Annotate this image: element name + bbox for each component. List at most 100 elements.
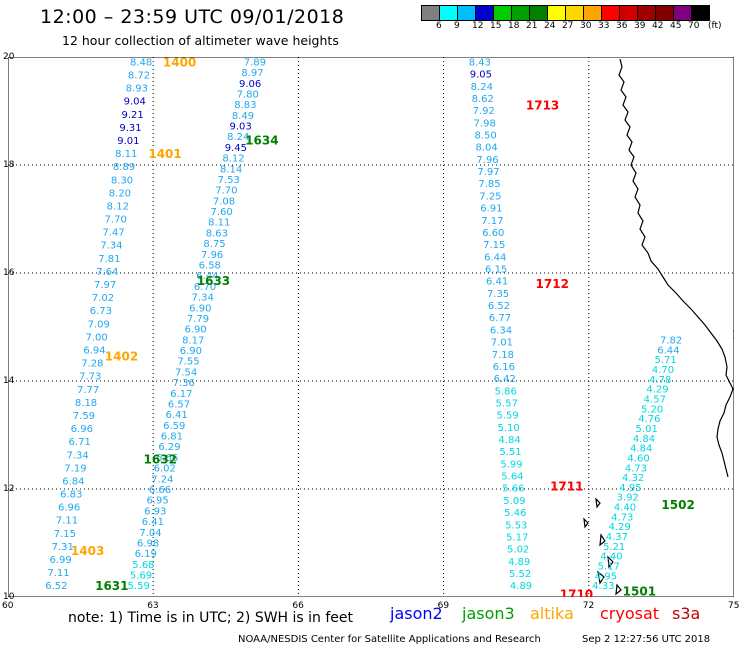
wave-height-value: 6.44 (484, 252, 506, 263)
legend-swatch (493, 5, 512, 21)
wave-height-value: 7.17 (481, 216, 503, 227)
wave-height-value: 7.04 (139, 528, 161, 539)
legend-swatch (529, 5, 548, 21)
wave-height-value: 8.11 (208, 218, 230, 229)
map-canvas: 8.48 8.72 8.93 9.04 9.21 9.31 9.01 8.11 8.89 8.30… (8, 57, 734, 597)
wave-height-value: 7.28 (81, 359, 103, 370)
wave-height-value: 7.15 (483, 240, 505, 251)
legend-label: 18 (508, 21, 520, 31)
y-tick-label: 16 (3, 268, 15, 278)
y-tick-label: 20 (3, 52, 15, 62)
wave-height-value: 8.50 (475, 130, 497, 141)
wave-height-value: 3.92 (617, 493, 639, 504)
wave-height-value: 9.03 (229, 122, 251, 133)
wave-height-map: 8.48 8.72 8.93 9.04 9.21 9.31 9.01 8.11 8.89 8.30… (8, 57, 734, 597)
wave-height-value: 8.89 (113, 162, 135, 173)
wave-height-value: 7.01 (491, 338, 513, 349)
wave-height-value: 9.45 (225, 143, 247, 154)
wave-height-value: 5.57 (496, 398, 518, 409)
satellite-name-altika: altika (530, 604, 574, 623)
wave-height-value: 4.84 (633, 434, 655, 445)
wave-height-value: 6.96 (71, 424, 93, 435)
color-legend (421, 5, 710, 21)
wave-height-value: 7.00 (85, 332, 107, 343)
wave-height-value: 6.83 (60, 490, 82, 501)
pass-time-label: 1632 (144, 452, 177, 466)
pass-time-label: 1631 (95, 579, 128, 593)
wave-height-value: 4.95 (595, 571, 617, 582)
wave-height-value: 8.83 (234, 100, 256, 111)
wave-height-value: 4.84 (498, 435, 520, 446)
wave-height-value: 4.89 (510, 581, 532, 592)
legend-label: 21 (526, 21, 538, 31)
credit-text: NOAA/NESDIS Center for Satellite Applica… (238, 634, 541, 645)
wave-height-value: 6.57 (168, 399, 190, 410)
wave-height-value: 7.47 (102, 228, 124, 239)
wave-height-value: 7.15 (54, 529, 76, 540)
wave-height-value: 4.73 (611, 512, 633, 523)
wave-height-value: 7.59 (73, 411, 95, 422)
wave-height-value: 7.35 (487, 289, 509, 300)
legend-label: 33 (598, 21, 610, 31)
pass-time-label: 1 (732, 328, 734, 342)
wave-height-value: 4.73 (625, 463, 647, 474)
pass-time-label: 1711 (550, 479, 583, 493)
note-text: note: 1) Time is in UTC; 2) SWH is in fe… (68, 610, 354, 626)
satellite-name-jason3: jason3 (462, 604, 515, 623)
pass-time-label: 1713 (526, 99, 559, 113)
wave-height-value: 7.31 (52, 542, 74, 553)
wave-height-value: 6.81 (161, 432, 183, 443)
pass-time-label: 1633 (197, 274, 230, 288)
y-tick-label: 10 (3, 592, 15, 602)
wave-height-value: 4.40 (600, 552, 622, 563)
wave-height-value: 6.19 (135, 549, 157, 560)
wave-height-value: 8.97 (241, 68, 263, 79)
wave-height-value: 7.92 (473, 106, 495, 117)
wave-height-value: 8.11 (115, 149, 137, 160)
wave-height-value: 9.05 (470, 70, 492, 81)
wave-height-value: 5.52 (509, 569, 531, 580)
legend-label: 30 (580, 21, 592, 31)
wave-height-value: 7.96 (476, 155, 498, 166)
wave-height-value: 4.95 (619, 483, 641, 494)
wave-height-value: 6.60 (482, 228, 504, 239)
wave-height-value: 7.79 (187, 314, 209, 325)
wave-height-value: 7.96 (201, 250, 223, 261)
wave-height-value: 6.17 (170, 389, 192, 400)
wave-height-value: 5.21 (603, 542, 625, 553)
wave-height-value: 7.08 (213, 196, 235, 207)
map-title: 12:00 – 23:59 UTC 09/01/2018 (40, 6, 345, 28)
x-tick-label: 69 (437, 601, 450, 611)
wave-height-value: 4.84 (630, 444, 652, 455)
satellite-name-jason2: jason2 (390, 604, 443, 623)
legend-unit: (ft) (708, 21, 722, 31)
wave-height-value: 6.66 (149, 485, 171, 496)
legend-label: 70 (688, 21, 700, 31)
wave-height-value: 7.97 (477, 167, 499, 178)
wave-height-value: 8.12 (107, 201, 129, 212)
legend-swatch (691, 5, 710, 21)
wave-height-value: 8.62 (472, 94, 494, 105)
x-tick-label: 72 (582, 601, 595, 611)
wave-height-value: 8.24 (471, 82, 493, 93)
wave-height-value: 6.66 (156, 453, 178, 464)
pass-time-label: 1400 (163, 57, 196, 69)
wave-height-value: 4.70 (652, 365, 674, 376)
legend-swatch (421, 5, 440, 21)
wave-height-value: 7.60 (211, 207, 233, 218)
wave-height-value: 9.01 (117, 136, 139, 147)
wave-height-value: 5.10 (497, 423, 519, 434)
wave-height-value: 6.96 (58, 503, 80, 514)
wave-height-value: 7.19 (64, 463, 86, 474)
wave-height-value: 7.64 (96, 267, 118, 278)
legend-label: 42 (652, 21, 664, 31)
wave-height-value: 8.48 (130, 57, 152, 68)
legend-swatch (583, 5, 602, 21)
wave-height-value: 8.18 (75, 398, 97, 409)
wave-height-value: 5.51 (499, 447, 521, 458)
wave-height-value: 6.90 (189, 303, 211, 314)
wave-height-value: 8.63 (206, 228, 228, 239)
wave-height-value: 5.59 (128, 581, 150, 592)
timestamp-text: Sep 2 12:27:56 UTC 2018 (582, 634, 711, 645)
x-tick-label: 60 (2, 601, 14, 611)
